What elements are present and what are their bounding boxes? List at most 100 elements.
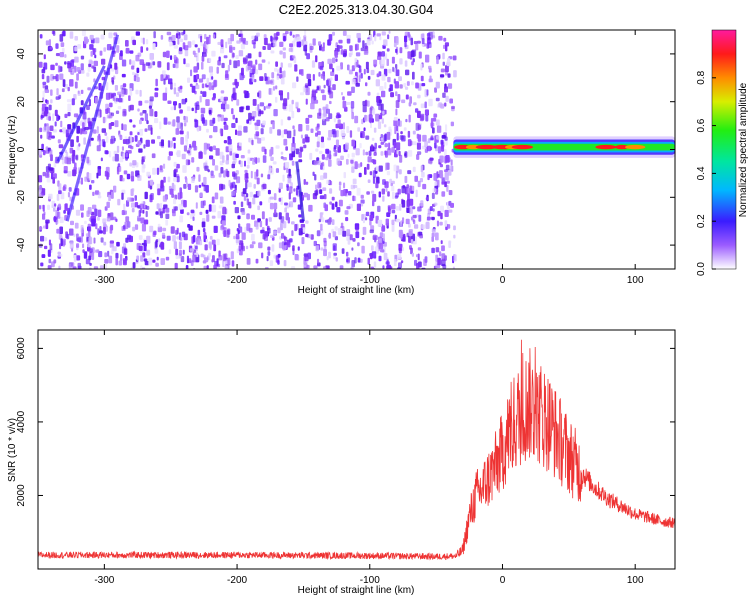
- spectrogram-cell: [358, 75, 361, 83]
- spectrogram-cell: [247, 157, 251, 165]
- spectrogram-cell: [111, 93, 114, 99]
- spectrogram-cell: [264, 76, 268, 82]
- spectrogram-cell: [245, 172, 249, 179]
- spectrogram-cell: [56, 194, 60, 201]
- spectrogram-cell: [122, 83, 127, 88]
- spectrogram-cell: [118, 260, 123, 266]
- spectrogram-cell: [384, 143, 388, 148]
- spectrogram-cell: [343, 172, 346, 179]
- spectrogram-cell: [330, 77, 333, 81]
- spectrogram-cell: [129, 119, 133, 123]
- spectrogram-cell: [274, 209, 277, 215]
- spectrogram-cell: [121, 59, 127, 67]
- spectrogram-cell: [64, 156, 69, 164]
- spectrogram-cell: [331, 219, 335, 225]
- spectrogram-cell: [350, 184, 356, 190]
- spectrogram-cell: [342, 96, 345, 101]
- spectrogram-cell: [328, 159, 332, 167]
- spectrogram-cell: [62, 127, 66, 132]
- spectrogram-cell: [386, 131, 391, 140]
- spectrogram-cell: [444, 172, 449, 181]
- spectrogram-cell: [167, 156, 171, 161]
- spectrogram-cell: [396, 37, 399, 45]
- spectrogram-cell: [104, 263, 108, 269]
- spectrogram-cell: [48, 39, 51, 47]
- spectrogram-cell: [386, 212, 391, 217]
- spectrogram-cell: [220, 90, 225, 94]
- spectrogram-cell: [224, 265, 228, 269]
- spectrogram-cell: [260, 137, 265, 141]
- spectrogram-cell: [335, 257, 338, 262]
- spectrogram-cell: [408, 229, 413, 236]
- spectrogram-cell: [118, 98, 123, 103]
- spectrogram-cell: [247, 62, 250, 67]
- spectrogram-cell: [415, 82, 419, 89]
- spectrogram-cell: [154, 92, 159, 98]
- spectrogram-cell: [267, 43, 272, 50]
- spectrogram-cell: [152, 167, 156, 175]
- spectrogram-cell: [439, 164, 443, 168]
- spectrogram-cell: [117, 198, 121, 206]
- spectrogram-cell: [246, 119, 249, 124]
- spectrogram-cell: [186, 106, 191, 112]
- spectrogram-cell: [128, 105, 131, 112]
- spectrogram-cell: [409, 96, 412, 104]
- spectrogram-cell: [222, 260, 225, 268]
- spectrogram-cell: [102, 218, 107, 224]
- spectrogram-cell: [173, 104, 176, 111]
- spectrogram-cell: [416, 133, 420, 139]
- spectrogram-cell: [351, 260, 355, 268]
- spectrogram-cell: [203, 142, 208, 151]
- spectrogram-cell: [407, 130, 411, 138]
- spectrogram-cell: [285, 31, 289, 35]
- spectrogram-cell: [187, 183, 192, 190]
- spectrogram-cell: [378, 165, 383, 172]
- spectrogram-cell: [209, 135, 213, 139]
- spectrogram-cell: [218, 250, 221, 257]
- spectrogram-cell: [326, 79, 329, 86]
- spectrogram-cell: [168, 151, 173, 156]
- spectrogram-cell: [163, 78, 166, 85]
- spectrogram-cell: [453, 234, 456, 239]
- spectrogram-cell: [416, 254, 419, 258]
- spectrogram-cell: [76, 125, 80, 134]
- spectrogram-cell: [379, 86, 384, 91]
- spectrogram-cell: [241, 232, 246, 240]
- spectrogram-cell: [292, 197, 297, 203]
- spectrogram-cell: [327, 58, 332, 65]
- spectrogram-cell: [64, 61, 67, 65]
- spectrogram-cell: [211, 196, 215, 204]
- spectrogram-cell: [329, 100, 332, 105]
- spectrogram-cell: [270, 234, 274, 238]
- spectrogram-cell: [301, 39, 305, 46]
- spectrogram-cell: [211, 259, 214, 263]
- spectrogram-cell: [95, 97, 98, 105]
- spectrogram-cell: [100, 157, 103, 162]
- spectrogram-cell: [332, 68, 335, 73]
- spectrogram-cell: [131, 188, 135, 192]
- spectrogram-cell: [139, 89, 142, 97]
- spectrogram-cell: [173, 177, 177, 182]
- spectrogram-cell: [119, 157, 124, 163]
- spectrogram-cell: [377, 55, 382, 60]
- spectrogram-cell: [115, 97, 119, 102]
- spectrogram-cell: [431, 228, 436, 233]
- spectrogram-cell: [122, 111, 127, 117]
- spectrogram-cell: [430, 118, 434, 125]
- spectrogram-cell: [196, 126, 200, 132]
- spectrogram-cell: [378, 99, 382, 104]
- spectrogram-cell: [384, 150, 387, 156]
- spectrogram-cell: [444, 86, 448, 93]
- spectrogram-cell: [342, 230, 347, 237]
- spectrogram-cell: [117, 91, 122, 96]
- spectrogram-cell: [196, 52, 199, 57]
- snr-x-ticks: -300 -200 -100 0 100: [94, 330, 644, 586]
- spectrogram-cell: [70, 220, 74, 226]
- spectrogram-cell: [173, 198, 177, 205]
- spectrogram-cell: [431, 232, 435, 237]
- spectrogram-cell: [323, 249, 327, 257]
- spectrogram-cell: [246, 223, 251, 231]
- spectrogram-cell: [304, 30, 307, 38]
- spectrogram-cell: [224, 123, 228, 127]
- spectrogram-cell: [107, 250, 110, 257]
